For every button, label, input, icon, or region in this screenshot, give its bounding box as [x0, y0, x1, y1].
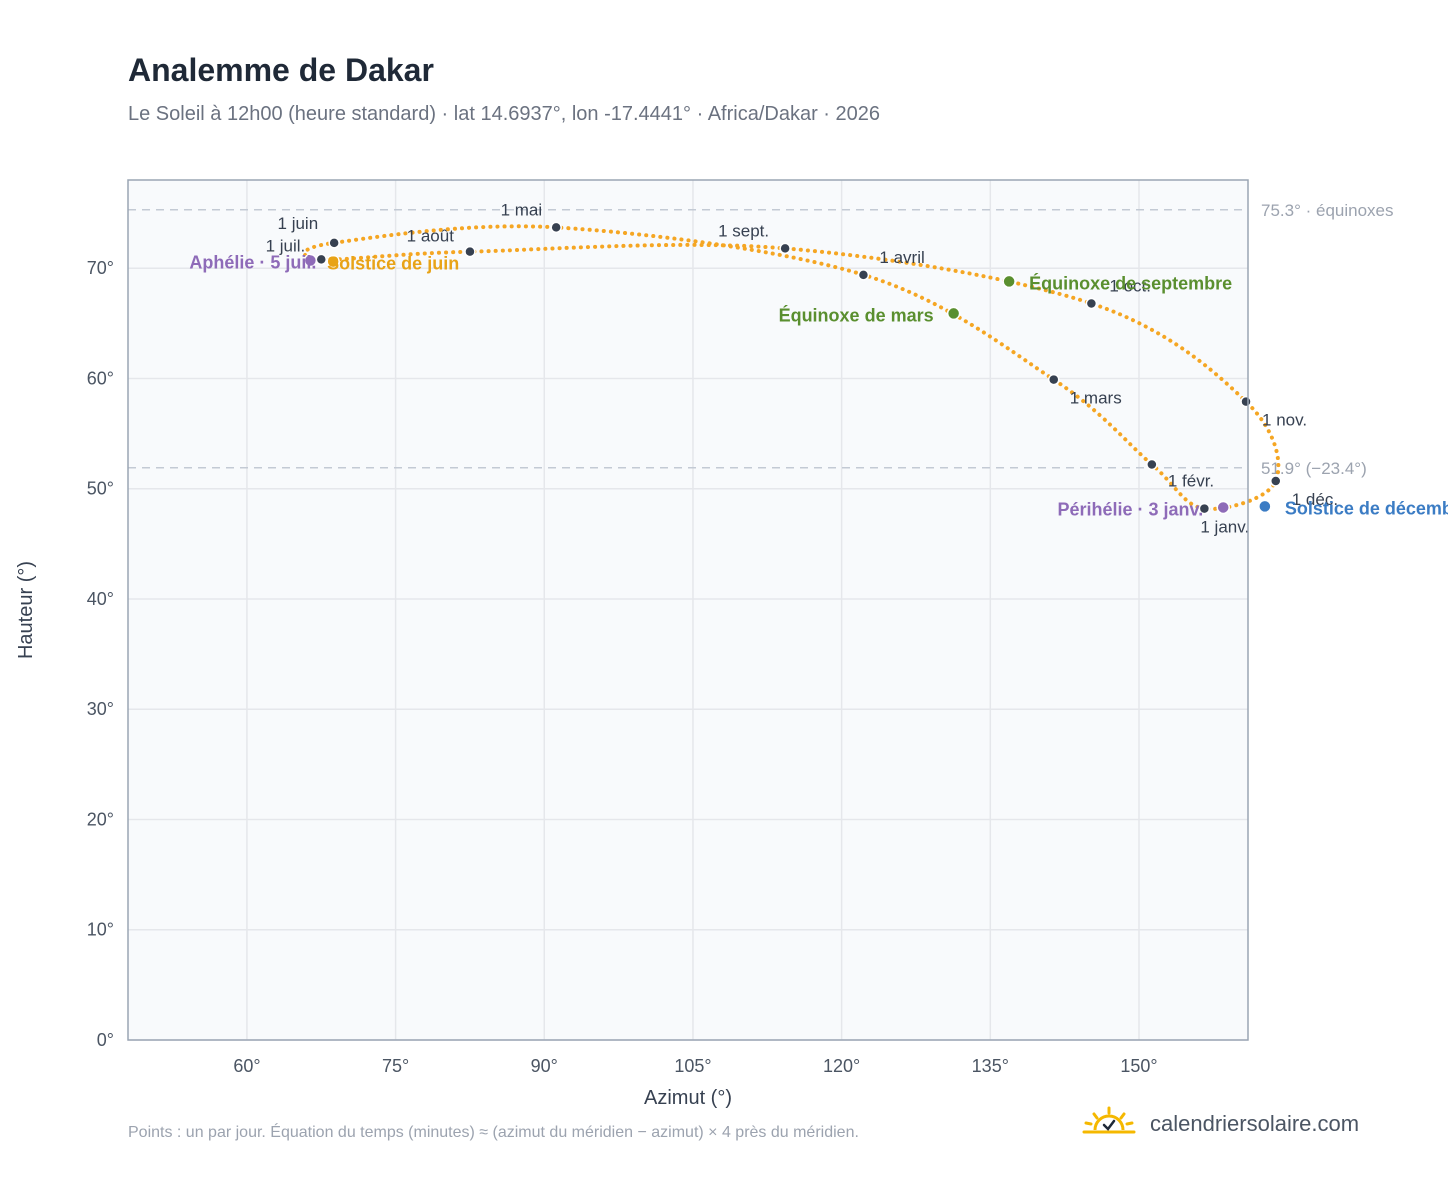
month-point	[328, 237, 340, 249]
x-tick-label: 135°	[972, 1056, 1009, 1076]
brand-name: calendriersolaire.com	[1150, 1111, 1360, 1136]
month-label: 1 août	[407, 227, 455, 246]
y-tick-label: 50°	[87, 479, 114, 499]
month-markers: 1 janv. 1 févr. 1 mars 1 avril 1 mai 1 juin 1 …	[266, 200, 1338, 536]
month-point	[1085, 297, 1098, 310]
event-point	[1258, 499, 1272, 514]
month-label: 1 juil.	[266, 236, 306, 255]
month-label: 1 oct.	[1109, 276, 1151, 295]
reference-lines: 75.3° · équinoxes 51.9° (−23.4°)	[128, 201, 1394, 478]
month-point	[1270, 475, 1282, 487]
x-tick-label: 150°	[1120, 1056, 1157, 1076]
month-point	[1146, 458, 1158, 471]
x-tick-label: 90°	[531, 1056, 558, 1076]
month-label: 1 janv.	[1200, 518, 1249, 537]
event-label: Aphélie · 5 juil.	[189, 252, 316, 272]
y-axis-ticks: 0° 10° 20° 30° 40° 50° 60° 70°	[87, 258, 114, 1050]
y-tick-label: 0°	[97, 1030, 114, 1050]
month-point	[779, 242, 791, 255]
event-label: Équinoxe de mars	[779, 304, 934, 325]
month-label: 1 nov.	[1262, 411, 1307, 430]
y-axis-title: Hauteur (°)	[15, 561, 37, 659]
y-tick-label: 60°	[87, 368, 114, 388]
event-point	[946, 306, 961, 321]
month-label: 1 avril	[879, 248, 924, 267]
plot-frame	[127, 179, 1249, 1041]
y-tick-label: 40°	[87, 589, 114, 609]
daily-points	[302, 224, 1281, 511]
x-axis-title: Azimut (°)	[644, 1087, 732, 1109]
event-markers: Équinoxe de mars Équinoxe de septembre Sol…	[189, 252, 1448, 519]
month-point	[315, 253, 328, 266]
chart-title: Analemme de Dakar	[128, 52, 434, 88]
event-label: Périhélie · 3 janv.	[1057, 499, 1203, 519]
y-tick-label: 20°	[87, 809, 114, 829]
month-point	[1047, 373, 1060, 386]
plot-background	[128, 180, 1248, 1040]
x-tick-label: 60°	[233, 1056, 260, 1076]
month-label: 1 févr.	[1168, 471, 1214, 490]
reference-line-label: 75.3° · équinoxes	[1261, 201, 1394, 220]
x-axis-ticks: 60° 75° 90° 105° 120° 135° 150°	[233, 1056, 1157, 1076]
event-point	[326, 254, 340, 269]
event-point	[1216, 500, 1230, 515]
month-point	[464, 245, 476, 258]
sun-logo-icon	[1082, 1106, 1136, 1143]
month-point	[550, 221, 562, 234]
y-tick-label: 30°	[87, 699, 114, 719]
footnote: Points : un par jour. Équation du temps …	[128, 1124, 859, 1141]
month-label: 1 juin	[278, 214, 319, 233]
chart-subtitle: Le Soleil à 12h00 (heure standard) · lat…	[128, 103, 881, 125]
event-label: Équinoxe de septembre	[1029, 272, 1232, 293]
y-tick-label: 70°	[87, 258, 114, 278]
x-tick-label: 120°	[823, 1056, 860, 1076]
month-label: 1 déc.	[1292, 490, 1338, 509]
reference-line-label: 51.9° (−23.4°)	[1261, 459, 1367, 478]
x-tick-label: 105°	[674, 1056, 711, 1076]
month-label: 1 sept.	[718, 221, 769, 240]
x-tick-label: 75°	[382, 1056, 409, 1076]
event-label: Solstice de juin	[327, 254, 459, 274]
month-label: 1 mars	[1070, 389, 1122, 408]
brand[interactable]: calendriersolaire.com	[1082, 1104, 1359, 1144]
month-point	[857, 269, 870, 281]
month-point	[1240, 395, 1252, 408]
month-point	[1198, 502, 1211, 515]
event-label: Solstice de décembre	[1285, 498, 1448, 518]
event-point	[303, 253, 318, 268]
analemma-curve	[302, 224, 1281, 511]
event-point	[1002, 274, 1016, 289]
month-label: 1 mai	[501, 200, 543, 219]
y-tick-label: 10°	[87, 920, 114, 940]
